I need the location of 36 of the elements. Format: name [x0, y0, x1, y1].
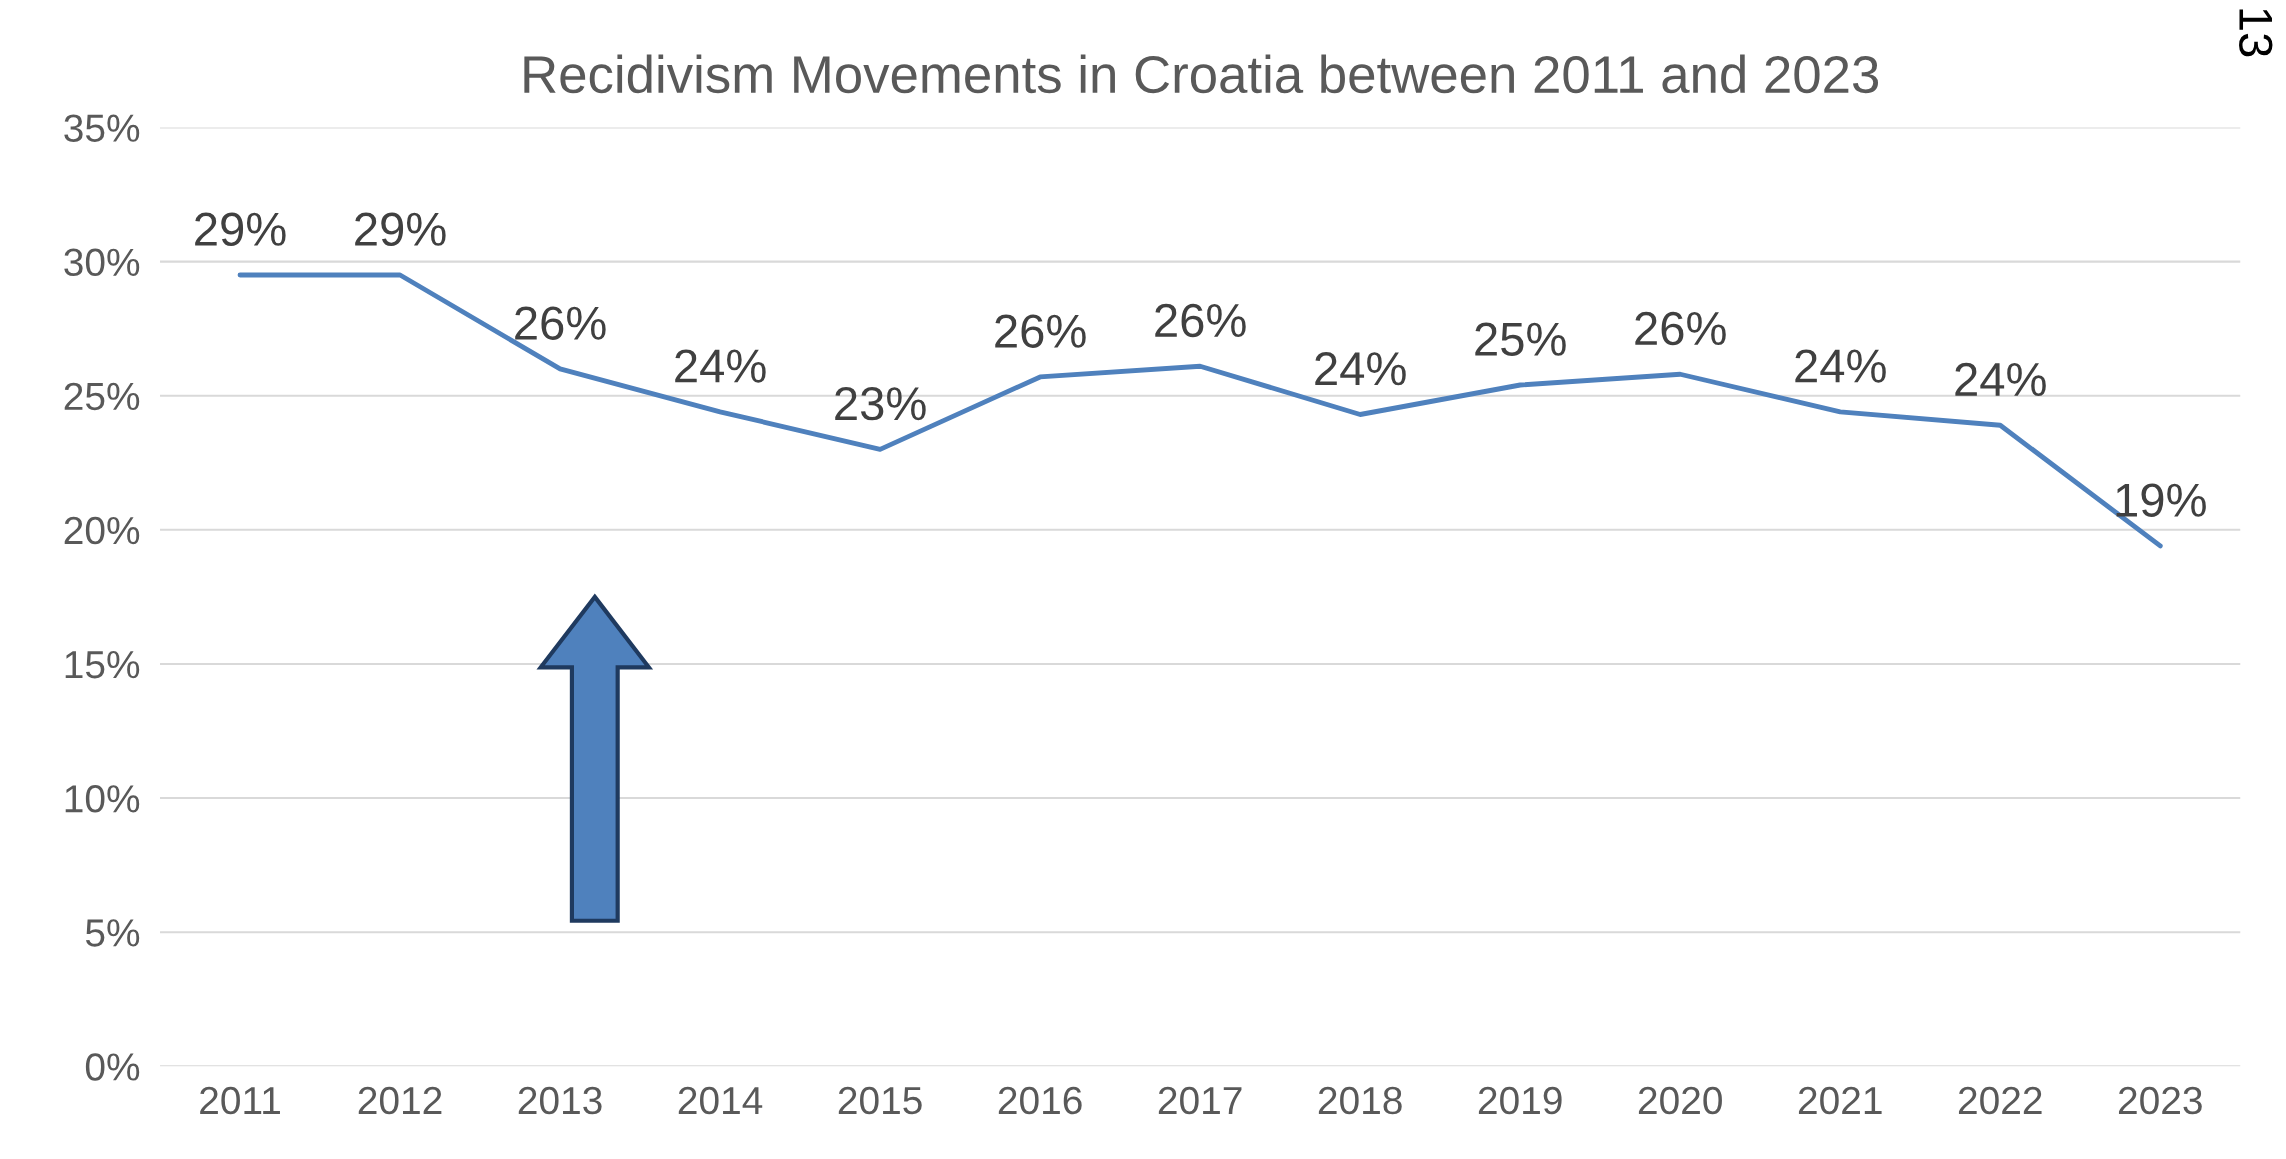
y-tick-label: 0%: [85, 1053, 140, 1081]
data-label: 25%: [1475, 322, 1566, 356]
data-label: 26%: [1155, 303, 1246, 338]
data-label: 26%: [1635, 311, 1726, 346]
x-tick-label: 2021: [1798, 1086, 1882, 1115]
data-label: 23%: [835, 386, 926, 421]
x-tick-label: 2019: [1478, 1086, 1562, 1115]
y-tick-label: 15%: [65, 651, 140, 679]
x-tick-label: 2016: [998, 1086, 1082, 1115]
y-tick-label: 20%: [64, 516, 140, 545]
x-tick-label: 2015: [838, 1086, 922, 1115]
data-label: 26%: [995, 314, 1086, 348]
data-label: 24%: [1795, 349, 1886, 383]
x-tick-label: 2023: [2118, 1086, 2202, 1115]
chart-title: Recidivism Movements in Croatia between 2011 and 2023: [524, 54, 1879, 94]
x-tick-label: 2020: [1638, 1086, 1722, 1115]
data-label: 29%: [195, 212, 286, 247]
y-tick-label: 25%: [64, 382, 140, 411]
data-label: 24%: [1315, 352, 1406, 386]
y-tick-label: 30%: [64, 248, 140, 277]
x-tick-label: 2017: [1158, 1086, 1242, 1115]
x-tick-label: 2022: [1958, 1086, 2042, 1115]
y-tick-label: 35%: [64, 114, 140, 142]
data-label: 26%: [515, 306, 606, 340]
data-label: 24%: [1955, 362, 2046, 397]
y-tick-label: 5%: [85, 919, 140, 947]
x-tick-label: 2011: [200, 1086, 280, 1115]
x-tick-label: 2014: [678, 1086, 763, 1115]
text: 13: [2239, 9, 2273, 57]
data-label: 29%: [355, 212, 446, 247]
data-label: 24%: [675, 349, 766, 383]
x-tick-label: 2018: [1318, 1086, 1402, 1115]
data-label: 19%: [2116, 483, 2206, 517]
y-tick-label: 10%: [65, 784, 140, 813]
x-tick-label: 2013: [518, 1086, 602, 1115]
x-tick-label: 2012: [358, 1086, 442, 1115]
